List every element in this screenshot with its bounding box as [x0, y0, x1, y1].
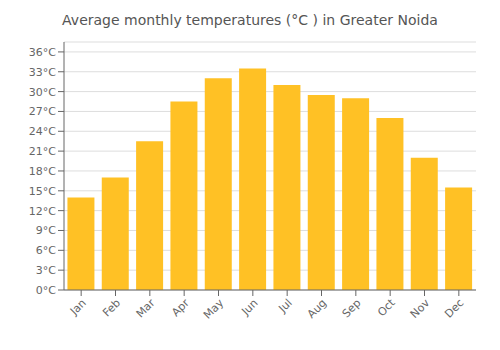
svg-text:3°C: 3°C — [36, 264, 56, 277]
svg-text:Feb: Feb — [100, 296, 123, 319]
svg-text:33°C: 33°C — [29, 66, 56, 79]
svg-text:9°C: 9°C — [36, 224, 56, 237]
svg-text:24°C: 24°C — [29, 125, 56, 138]
svg-text:12°C: 12°C — [29, 205, 56, 218]
svg-text:27°C: 27°C — [29, 105, 56, 118]
svg-text:Jan: Jan — [67, 296, 89, 318]
svg-text:36°C: 36°C — [29, 46, 56, 59]
svg-text:Aug: Aug — [305, 296, 329, 320]
svg-text:May: May — [201, 296, 227, 322]
svg-text:Nov: Nov — [408, 296, 433, 321]
svg-text:6°C: 6°C — [36, 244, 56, 257]
svg-text:Sep: Sep — [340, 296, 364, 320]
svg-text:18°C: 18°C — [29, 165, 56, 178]
svg-text:Apr: Apr — [169, 296, 192, 319]
svg-text:Jun: Jun — [238, 296, 260, 318]
html-text:Average monthly temperatures (: Average monthly temperatures (°C ) in Gr… — [62, 12, 438, 28]
svg-text:0°C: 0°C — [36, 284, 56, 297]
svg-text:30°C: 30°C — [29, 86, 56, 99]
svg-text:Dec: Dec — [442, 296, 466, 320]
svg-text:Oct: Oct — [375, 296, 398, 319]
svg-text:Mar: Mar — [134, 296, 158, 320]
svg-text:15°C: 15°C — [29, 185, 56, 198]
svg-text:21°C: 21°C — [29, 145, 56, 158]
svg-text:Jul: Jul — [276, 296, 295, 315]
